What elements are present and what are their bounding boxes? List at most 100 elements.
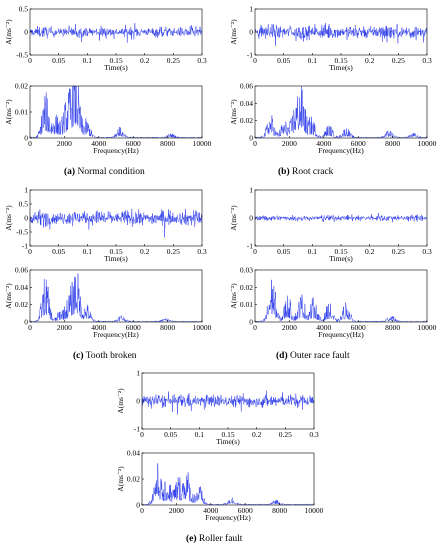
x-tick-label-d-time-2: 0.1 [308,247,318,256]
y-tick-label-e-freq-1: 0.02 [127,475,140,484]
y-axis-label-c-time: A(ms⁻²) [4,205,13,231]
y-axis-label-d-freq: A(ms⁻²) [229,283,238,309]
signal-trace-e-time [141,390,315,415]
x-tick-label-a-time-4: 0.2 [140,56,150,65]
y-tick-label-d-freq-2: 0.02 [240,283,253,292]
y-tick-label-c-time-2: 0 [24,214,28,223]
y-tick-label-c-freq-2: 0.04 [15,283,28,292]
x-tick-label-d-time-1: 0.05 [277,247,290,256]
x-tick-label-d-time-4: 0.2 [365,247,375,256]
y-tick-label-a-freq-0: 0 [24,134,28,143]
y-tick-label-b-freq-1: 0.02 [240,116,253,125]
x-tick-label-c-freq-0: 0 [28,323,32,332]
caption-d-label: Outer race fault [290,351,350,361]
x-tick-label-c-freq-2: 4000 [91,323,106,332]
x-tick-label-b-time-0: 0 [253,56,257,65]
y-axis-label-e-freq: A(ms⁻²) [116,466,125,492]
x-tick-label-d-time-3: 0.15 [334,247,347,256]
signal-trace-d-time [254,212,428,223]
x-tick-label-a-time-2: 0.1 [83,56,93,65]
x-tick-label-d-freq-3: 6000 [351,323,366,332]
signal-trace-a-freq [29,85,203,139]
x-axis-label-c-freq: Frequency(Hz) [93,330,139,339]
x-tick-label-d-time-5: 0.25 [392,247,405,256]
x-tick-label-e-time-2: 0.1 [195,430,205,439]
y-tick-label-a-time-0: -0.5 [16,51,28,60]
y-tick-label-c-freq-3: 0.06 [15,266,28,275]
x-axis-label-a-freq: Frequency(Hz) [93,146,139,155]
chart-e-freq: 0 2000 4000 6000 8000 10000 0 0.02 0.04 Frequency… [116,449,324,523]
x-tick-label-e-freq-3: 6000 [238,506,253,515]
y-tick-label-c-freq-1: 0.02 [15,300,28,309]
x-axis-label-a-time: Time(s) [104,63,128,72]
x-tick-label-a-time-1: 0.05 [52,56,65,65]
y-tick-label-d-time-2: 1 [249,186,253,195]
x-tick-label-e-freq-1: 2000 [169,506,184,515]
x-tick-label-d-freq-0: 0 [253,323,257,332]
x-tick-label-d-freq-4: 8000 [385,323,400,332]
caption-c-label: Tooth broken [85,351,137,361]
x-tick-label-a-freq-1: 2000 [57,139,72,148]
signal-trace-b-time [254,23,428,46]
x-tick-label-b-freq-2: 4000 [316,139,331,148]
signal-trace-d-freq [254,279,428,323]
caption-c: (c) Tooth broken [73,351,137,361]
y-tick-label-d-freq-1: 0.01 [240,300,253,309]
x-tick-label-d-time-6: 0.3 [422,247,432,256]
y-tick-label-b-time-1: 0 [249,28,253,37]
chart-a-freq: 0 2000 4000 6000 8000 10000 0 0.01 0.02 Frequency… [4,82,212,156]
x-tick-label-e-freq-0: 0 [140,506,144,515]
chart-c-freq: 0 2000 4000 6000 8000 10000 0 0.02 0.04 0.06 Frequ… [4,266,212,340]
y-tick-label-b-freq-3: 0.06 [240,82,253,91]
y-tick-label-b-time-2: 1 [249,5,253,14]
y-tick-label-a-freq-1: 0.01 [15,108,28,117]
axes-frame-b-freq [254,85,428,139]
x-tick-label-b-time-5: 0.25 [392,56,405,65]
caption-d: (d) Outer race fault [276,351,350,361]
caption-e-label: Roller fault [198,534,243,544]
y-axis-label-c-freq: A(ms⁻²) [4,283,13,309]
x-tick-label-b-time-3: 0.15 [334,56,347,65]
x-tick-label-a-freq-5: 10000 [193,139,212,148]
x-tick-label-c-time-4: 0.2 [140,247,150,256]
x-tick-label-e-freq-4: 8000 [272,506,287,515]
x-tick-label-a-freq-4: 8000 [160,139,175,148]
x-tick-label-a-time-3: 0.15 [109,56,122,65]
x-tick-label-c-time-3: 0.15 [109,247,122,256]
caption-e-letter: (e) [186,534,197,544]
caption-b: (b) Root crack [278,167,333,177]
y-tick-label-e-time-1: 0 [136,397,140,406]
caption-e: (e) Roller fault [186,534,242,544]
y-tick-label-c-freq-0: 0 [24,318,28,327]
y-tick-label-a-time-2: 0.5 [19,5,29,14]
caption-d-letter: (d) [276,351,288,361]
x-tick-label-a-freq-2: 4000 [91,139,106,148]
y-tick-label-b-freq-0: 0 [249,134,253,143]
signal-trace-b-freq [254,85,428,139]
x-tick-label-b-time-2: 0.1 [308,56,318,65]
x-tick-label-c-freq-1: 2000 [57,323,72,332]
x-tick-label-a-freq-0: 0 [28,139,32,148]
y-tick-label-e-freq-2: 0.04 [127,449,140,458]
y-axis-label-a-time: A(ms⁻²) [4,19,13,45]
y-tick-label-a-time-1: 0 [24,28,28,37]
x-tick-label-e-time-0: 0 [140,430,144,439]
x-tick-label-b-time-1: 0.05 [277,56,290,65]
signal-trace-a-time [30,23,203,43]
chart-a-time: 0 0.05 0.1 0.15 0.2 0.25 0.3-0.500.5Time(s)A(m… [4,5,207,73]
y-tick-label-c-time-0: -1 [22,242,28,251]
y-tick-label-d-time-0: -1 [247,242,253,251]
x-tick-label-e-freq-5: 10000 [305,506,324,515]
x-tick-label-c-freq-4: 8000 [160,323,175,332]
x-tick-label-c-time-1: 0.05 [52,247,65,256]
x-tick-label-a-time-5: 0.25 [167,56,180,65]
x-tick-label-a-time-6: 0.3 [197,56,207,65]
x-tick-label-d-time-0: 0 [253,247,257,256]
x-tick-label-a-freq-3: 6000 [126,139,141,148]
x-tick-label-b-freq-3: 6000 [351,139,366,148]
caption-a-letter: (a) [64,167,76,177]
y-tick-label-c-time-3: 0.5 [19,200,29,209]
x-axis-label-d-time: Time(s) [329,254,353,263]
